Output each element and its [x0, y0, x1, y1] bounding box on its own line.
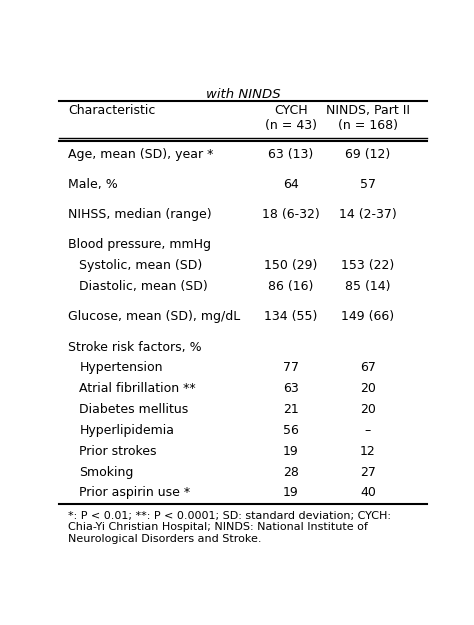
Text: 134 (55): 134 (55)	[264, 310, 318, 323]
Text: Glucose, mean (SD), mg/dL: Glucose, mean (SD), mg/dL	[68, 310, 241, 323]
Text: 20: 20	[360, 382, 376, 395]
Text: 14 (2-37): 14 (2-37)	[339, 208, 397, 221]
Text: 56: 56	[283, 424, 299, 437]
Text: –: –	[365, 424, 371, 437]
Text: Diabetes mellitus: Diabetes mellitus	[80, 403, 189, 416]
Text: Age, mean (SD), year *: Age, mean (SD), year *	[68, 148, 214, 161]
Text: Prior aspirin use *: Prior aspirin use *	[80, 486, 191, 499]
Text: NIHSS, median (range): NIHSS, median (range)	[68, 208, 212, 221]
Text: Hyperlipidemia: Hyperlipidemia	[80, 424, 174, 437]
Text: 64: 64	[283, 178, 299, 191]
Text: 150 (29): 150 (29)	[264, 259, 318, 272]
Text: 20: 20	[360, 403, 376, 416]
Text: 149 (66): 149 (66)	[341, 310, 394, 323]
Text: Blood pressure, mmHg: Blood pressure, mmHg	[68, 238, 211, 251]
Text: 57: 57	[360, 178, 376, 191]
Text: Male, %: Male, %	[68, 178, 118, 191]
Text: Characteristic: Characteristic	[68, 104, 156, 117]
Text: Prior strokes: Prior strokes	[80, 445, 157, 458]
Text: Hypertension: Hypertension	[80, 361, 163, 374]
Text: 21: 21	[283, 403, 299, 416]
Text: 18 (6-32): 18 (6-32)	[262, 208, 319, 221]
Text: Systolic, mean (SD): Systolic, mean (SD)	[80, 259, 203, 272]
Text: 19: 19	[283, 445, 299, 458]
Text: 67: 67	[360, 361, 376, 374]
Text: CYCH
(n = 43): CYCH (n = 43)	[264, 104, 317, 132]
Text: 27: 27	[360, 466, 376, 479]
Text: with NINDS: with NINDS	[206, 89, 280, 101]
Text: 63 (13): 63 (13)	[268, 148, 313, 161]
Text: 28: 28	[283, 466, 299, 479]
Text: 12: 12	[360, 445, 376, 458]
Text: 69 (12): 69 (12)	[345, 148, 391, 161]
Text: Diastolic, mean (SD): Diastolic, mean (SD)	[80, 280, 208, 293]
Text: 77: 77	[283, 361, 299, 374]
Text: NINDS, Part II
(n = 168): NINDS, Part II (n = 168)	[326, 104, 410, 132]
Text: 63: 63	[283, 382, 299, 395]
Text: 86 (16): 86 (16)	[268, 280, 313, 293]
Text: Smoking: Smoking	[80, 466, 134, 479]
Text: *: P < 0.01; **: P < 0.0001; SD: standard deviation; CYCH:
Chia-Yi Christian Hos: *: P < 0.01; **: P < 0.0001; SD: standar…	[68, 511, 392, 544]
Text: Atrial fibrillation **: Atrial fibrillation **	[80, 382, 196, 395]
Text: 153 (22): 153 (22)	[341, 259, 394, 272]
Text: 40: 40	[360, 486, 376, 499]
Text: 19: 19	[283, 486, 299, 499]
Text: Stroke risk factors, %: Stroke risk factors, %	[68, 341, 202, 354]
Text: 85 (14): 85 (14)	[345, 280, 391, 293]
